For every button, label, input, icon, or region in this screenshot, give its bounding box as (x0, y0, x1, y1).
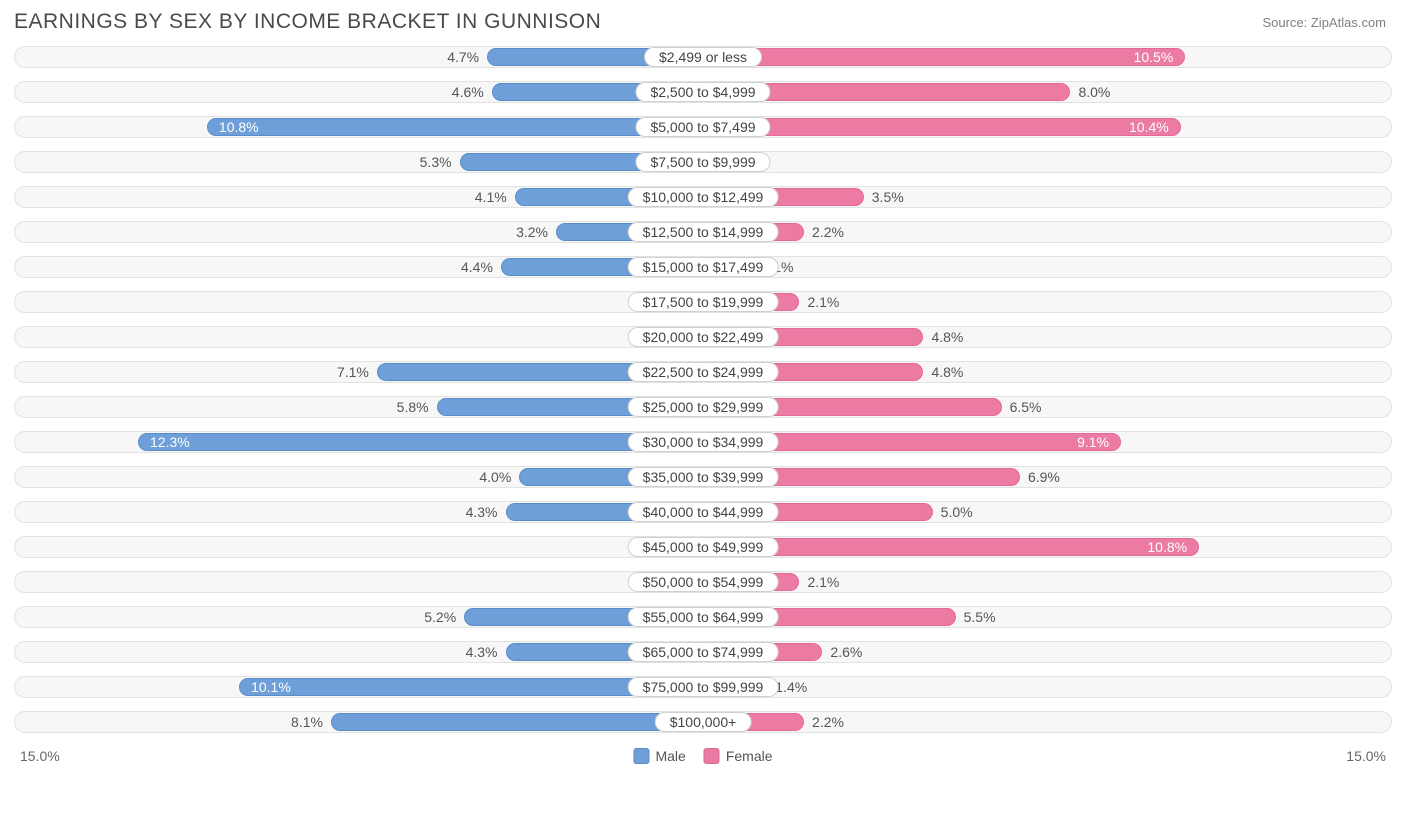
category-pill: $20,000 to $22,499 (628, 327, 779, 347)
male-value: 8.1% (291, 714, 323, 730)
female-value: 8.0% (1078, 84, 1110, 100)
chart-row: 0.55%2.1%$17,500 to $19,999 (14, 285, 1392, 319)
male-value: 4.7% (447, 49, 479, 65)
category-pill: $100,000+ (655, 712, 752, 732)
category-pill: $5,000 to $7,499 (635, 117, 770, 137)
chart-header: EARNINGS BY SEX BY INCOME BRACKET IN GUN… (0, 0, 1406, 40)
legend-item-female: Female (704, 748, 773, 764)
male-value: 4.6% (452, 84, 484, 100)
category-pill: $7,500 to $9,999 (635, 152, 770, 172)
chart-row: 4.0% 6.9% $35,000 to $39,999 (14, 460, 1392, 494)
legend: Male Female (633, 748, 772, 764)
legend-item-male: Male (633, 748, 685, 764)
male-value: 4.3% (466, 504, 498, 520)
female-value: 10.4% (1129, 119, 1169, 135)
chart-row: 10.8% 10.4% $5,000 to $7,499 (14, 110, 1392, 144)
category-pill: $25,000 to $29,999 (628, 397, 779, 417)
male-bar (331, 713, 703, 731)
male-value: 5.8% (397, 399, 429, 415)
category-pill: $30,000 to $34,999 (628, 432, 779, 452)
chart-row: 0.04%4.8%$20,000 to $22,499 (14, 320, 1392, 354)
female-value: 3.5% (872, 189, 904, 205)
legend-swatch-male (633, 748, 649, 764)
male-value: 5.2% (424, 609, 456, 625)
female-bar (703, 48, 1185, 66)
chart-row: 5.2% 5.5% $55,000 to $64,999 (14, 600, 1392, 634)
chart-row: 12.3% 9.1% $30,000 to $34,999 (14, 425, 1392, 459)
category-pill: $2,500 to $4,999 (635, 82, 770, 102)
category-pill: $22,500 to $24,999 (628, 362, 779, 382)
category-pill: $17,500 to $19,999 (628, 292, 779, 312)
male-value: 3.2% (516, 224, 548, 240)
axis-right-max: 15.0% (1346, 748, 1386, 764)
male-value: 4.4% (461, 259, 493, 275)
category-pill: $50,000 to $54,999 (628, 572, 779, 592)
male-bar (207, 118, 703, 136)
female-value: 5.5% (964, 609, 996, 625)
chart-row: 8.1% 2.2% $100,000+ (14, 705, 1392, 739)
female-value: 9.1% (1077, 434, 1109, 450)
male-bar (138, 433, 703, 451)
male-value: 5.3% (420, 154, 452, 170)
category-pill: $40,000 to $44,999 (628, 502, 779, 522)
male-value: 12.3% (150, 434, 190, 450)
category-pill: $55,000 to $64,999 (628, 607, 779, 627)
chart-row: 3.2% 2.2% $12,500 to $14,999 (14, 215, 1392, 249)
chart-row: 0.7%10.8%$45,000 to $49,999 (14, 530, 1392, 564)
chart-row: 4.3% 5.0% $40,000 to $44,999 (14, 495, 1392, 529)
chart-row: 4.3% 2.6% $65,000 to $74,999 (14, 635, 1392, 669)
category-pill: $75,000 to $99,999 (628, 677, 779, 697)
male-value: 10.8% (219, 119, 259, 135)
chart-row: 4.6% 8.0% $2,500 to $4,999 (14, 75, 1392, 109)
chart-footer: 15.0% Male Female 15.0% (0, 740, 1406, 764)
female-value: 2.1% (807, 574, 839, 590)
female-value: 2.2% (812, 224, 844, 240)
legend-swatch-female (704, 748, 720, 764)
female-value: 1.4% (775, 679, 807, 695)
category-pill: $65,000 to $74,999 (628, 642, 779, 662)
chart-row: 10.1% 1.4%$75,000 to $99,999 (14, 670, 1392, 704)
chart-row: 0.52%2.1%$50,000 to $54,999 (14, 565, 1392, 599)
chart-row: 5.8% 6.5% $25,000 to $29,999 (14, 390, 1392, 424)
female-value: 2.6% (830, 644, 862, 660)
female-value: 2.1% (807, 294, 839, 310)
axis-left-max: 15.0% (20, 748, 60, 764)
chart-row: 5.3%0.6%$7,500 to $9,999 (14, 145, 1392, 179)
male-value: 7.1% (337, 364, 369, 380)
female-value: 4.8% (931, 364, 963, 380)
male-value: 4.1% (475, 189, 507, 205)
chart-row: 4.1% 3.5% $10,000 to $12,499 (14, 180, 1392, 214)
female-value: 4.8% (931, 329, 963, 345)
female-value: 10.8% (1147, 539, 1187, 555)
chart-row: 4.7% 10.5% $2,499 or less (14, 40, 1392, 74)
chart-row: 4.4%1.1%$15,000 to $17,499 (14, 250, 1392, 284)
chart-source: Source: ZipAtlas.com (1262, 15, 1386, 30)
category-pill: $12,500 to $14,999 (628, 222, 779, 242)
female-bar (703, 118, 1181, 136)
female-value: 10.5% (1134, 49, 1174, 65)
chart-body: 4.7% 10.5% $2,499 or less 4.6% 8.0% $2,500 to… (0, 40, 1406, 739)
category-pill: $35,000 to $39,999 (628, 467, 779, 487)
category-pill: $10,000 to $12,499 (628, 187, 779, 207)
category-pill: $15,000 to $17,499 (628, 257, 779, 277)
male-value: 4.3% (466, 644, 498, 660)
female-value: 2.2% (812, 714, 844, 730)
female-value: 6.5% (1010, 399, 1042, 415)
category-pill: $45,000 to $49,999 (628, 537, 779, 557)
female-value: 5.0% (941, 504, 973, 520)
female-value: 6.9% (1028, 469, 1060, 485)
chart-title: EARNINGS BY SEX BY INCOME BRACKET IN GUN… (14, 10, 601, 34)
chart-row: 7.1% 4.8% $22,500 to $24,999 (14, 355, 1392, 389)
male-value: 4.0% (479, 469, 511, 485)
category-pill: $2,499 or less (644, 47, 762, 67)
legend-label-male: Male (655, 748, 685, 764)
legend-label-female: Female (726, 748, 773, 764)
male-value: 10.1% (251, 679, 291, 695)
